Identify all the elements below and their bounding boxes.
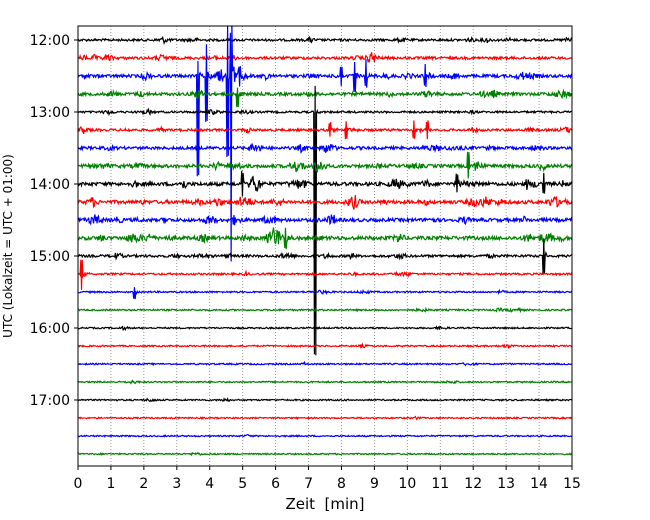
x-tick-label: 8 xyxy=(337,476,346,492)
trace-1445 xyxy=(78,227,572,250)
y-tick-label: 16:00 xyxy=(30,321,70,337)
trace-1500 xyxy=(78,238,572,275)
x-tick-label: 2 xyxy=(139,476,148,492)
x-tick-label: 0 xyxy=(74,476,83,492)
trace-1530 xyxy=(78,287,572,300)
trace-1630 xyxy=(78,360,572,367)
trace-1515 xyxy=(78,259,572,290)
x-tick-label: 15 xyxy=(563,476,581,492)
trace-1715 xyxy=(78,415,572,421)
y-tick-label: 17:00 xyxy=(30,393,70,409)
trace-1600 xyxy=(78,325,572,332)
trace-1315 xyxy=(78,120,572,140)
trace-1415 xyxy=(78,195,572,210)
trace-1245 xyxy=(78,87,572,108)
y-axis-ticks: 12:00 13:00 14:00 15:00 16:00 17:00 xyxy=(30,33,78,409)
x-axis-ticks: 0 1 2 3 4 5 6 7 8 9 10 11 12 13 14 15 xyxy=(74,466,581,492)
trace-1645 xyxy=(78,379,572,385)
y-tick-label: 15:00 xyxy=(30,249,70,265)
x-tick-label: 6 xyxy=(271,476,280,492)
trace-1230 xyxy=(78,26,572,262)
trace-1745 xyxy=(78,451,572,457)
y-tick-label: 12:00 xyxy=(30,33,70,49)
trace-1215 xyxy=(78,52,572,64)
x-tick-label: 3 xyxy=(172,476,181,492)
x-tick-label: 4 xyxy=(205,476,214,492)
trace-1330 xyxy=(78,142,572,154)
trace-1345 xyxy=(78,151,572,179)
trace-1545 xyxy=(78,306,572,314)
x-tick-label: 11 xyxy=(431,476,449,492)
x-axis-label: Zeit [min] xyxy=(285,495,364,513)
trace-1300 xyxy=(78,85,572,356)
x-tick-label: 7 xyxy=(304,476,313,492)
trace-1430 xyxy=(78,214,572,226)
trace-group xyxy=(78,26,572,457)
trace-1400 xyxy=(78,170,572,197)
trace-1615 xyxy=(78,342,572,350)
x-tick-label: 5 xyxy=(238,476,247,492)
y-tick-label: 13:00 xyxy=(30,105,70,121)
trace-1200 xyxy=(78,35,572,46)
x-tick-label: 10 xyxy=(398,476,416,492)
plot-frame xyxy=(77,25,573,467)
x-tick-label: 14 xyxy=(530,476,548,492)
x-tick-label: 1 xyxy=(106,476,115,492)
x-tick-label: 9 xyxy=(370,476,379,492)
x-tick-label: 13 xyxy=(497,476,515,492)
y-axis-label: UTC (Lokalzeit = UTC + 01:00) xyxy=(1,154,15,338)
x-tick-label: 12 xyxy=(464,476,482,492)
trace-1730 xyxy=(78,433,572,438)
trace-1700 xyxy=(78,397,572,403)
y-tick-label: 14:00 xyxy=(30,177,70,193)
